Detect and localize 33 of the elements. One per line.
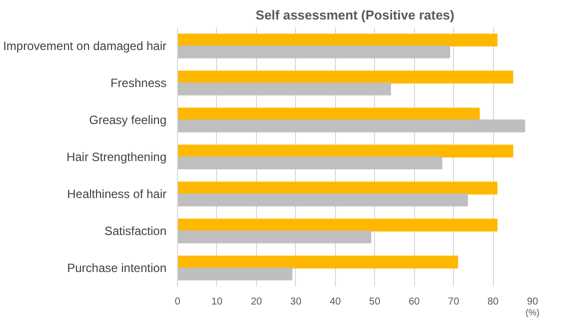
chart-title: Self assessment (Positive rates): [256, 8, 454, 22]
y-tick-label: Healthiness of hair: [67, 187, 167, 201]
y-tick-label: Freshness: [110, 76, 167, 90]
bar: [178, 82, 391, 96]
bar: [178, 156, 442, 170]
x-tick-label: 90: [526, 296, 538, 308]
x-tick-label: 0: [174, 296, 181, 308]
x-axis-title: (%): [526, 308, 540, 318]
bar: [178, 70, 514, 84]
y-tick-label: Hair Strengthening: [66, 150, 166, 164]
x-tick-label: 40: [330, 296, 342, 308]
x-tick-label: 10: [211, 296, 223, 308]
bar: [178, 218, 498, 232]
bar: [178, 46, 450, 58]
y-tick-label: Improvement on damaged hair: [3, 39, 167, 53]
x-tick-label: 60: [408, 296, 420, 308]
x-tick-label: 50: [369, 296, 381, 308]
x-tick-label: 30: [290, 296, 302, 308]
bar: [178, 268, 292, 280]
x-tick-label: 20: [250, 296, 262, 308]
x-tick-label: 80: [487, 296, 500, 308]
y-tick-label: Satisfaction: [104, 224, 167, 238]
bar: [178, 34, 498, 46]
bar: [178, 108, 480, 120]
bar: [178, 194, 468, 206]
bar: [178, 182, 498, 194]
bar: [178, 120, 526, 132]
bar: [178, 256, 458, 268]
bar: [178, 230, 372, 244]
x-tick-label: 70: [448, 296, 460, 308]
bar: [178, 144, 514, 158]
y-tick-label: Greasy feeling: [89, 113, 166, 127]
y-tick-label: Purchase intention: [67, 261, 167, 275]
